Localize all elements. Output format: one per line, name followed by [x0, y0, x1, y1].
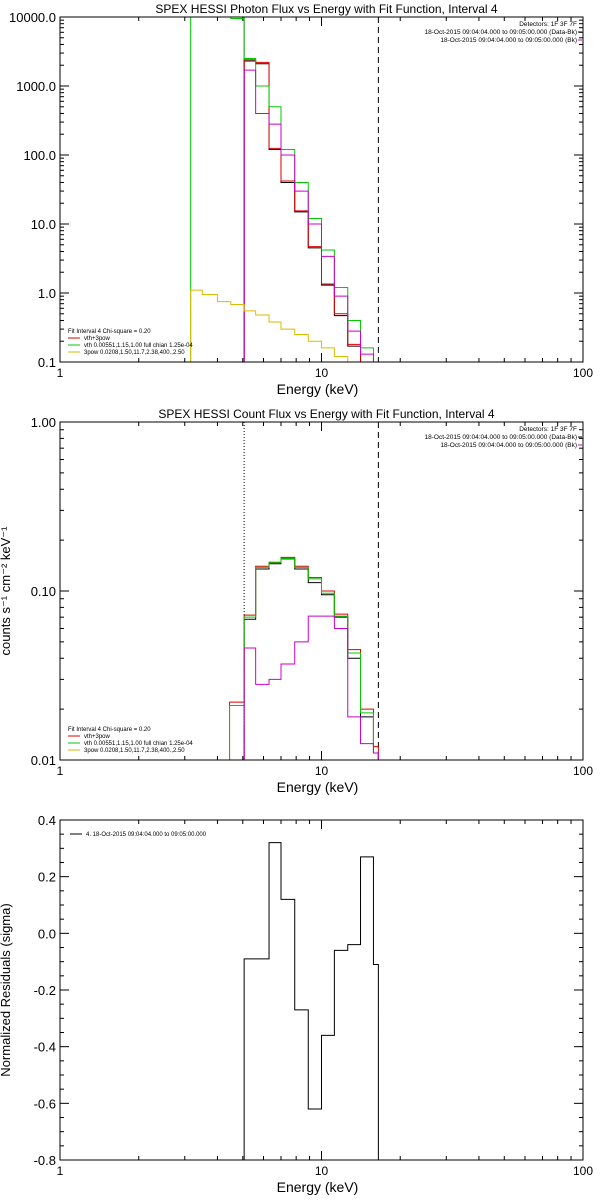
x-tick-label: 100 [573, 366, 593, 380]
y-ticks [60, 19, 583, 363]
plot-area [190, 17, 379, 362]
y-tick-label: -0.6 [34, 1096, 56, 1111]
legend-entry: vth+3pow [84, 336, 111, 342]
y-tick-label: 0.0 [38, 926, 56, 941]
y-tick-label: 10.0 [31, 217, 56, 232]
legend-entry: 4. 18-Oct-2015 09:04:04.000 to 09:05:00.… [86, 832, 207, 838]
plot-frame [59, 819, 584, 1161]
chart-title: SPEX HESSI Photon Flux vs Energy with Fi… [155, 2, 497, 16]
x-tick-label: 10 [315, 366, 329, 380]
x-axis-label: Energy (keV) [277, 1179, 359, 1195]
legend-entry: vth 0.00551,1.15,1.00 full chian 1.25e-0… [84, 741, 193, 747]
legend-entry: vth 0.00551,1.15,1.00 full chian 1.25e-0… [84, 343, 193, 349]
series-data-bk [243, 558, 379, 760]
legend-bottom-left: Fit Interval 4 Chi-square = 0.20vth+3pow… [68, 329, 193, 356]
y-tick-label: -0.2 [34, 983, 56, 998]
series-residuals [243, 842, 379, 1160]
series-bk [243, 69, 374, 362]
y-tick-label: 1.0 [38, 286, 56, 301]
chart-3: 1 10 100 -0.8 -0.6 -0.4 -0.2 0.0 0.2 0.4 Energy (k… [0, 813, 593, 1195]
y-tick-label: 0.1 [38, 355, 56, 370]
series-bk [243, 615, 379, 760]
x-axis-label: Energy (keV) [277, 779, 359, 795]
legend-entry: Detectors: 1F 3F 7F [519, 426, 577, 433]
y-tick-label: -0.8 [34, 1153, 56, 1168]
legend-entry: 18-Oct-2015 09:04:04.000 to 09:05:00.000… [440, 442, 577, 449]
y-tick-label: 0.4 [38, 813, 56, 828]
x-tick-label: 10 [315, 1164, 329, 1178]
y-tick-label: 100.0 [23, 148, 56, 163]
x-tick-label: 100 [573, 764, 593, 778]
legend-entry: vth+3pow [84, 734, 111, 740]
y-tick-label: 1000.0 [16, 79, 56, 94]
chart-2: SPEX HESSI Count Flux vs Energy with Fit… [0, 407, 593, 795]
legend-bottom-left: Fit Interval 4 Chi-square = 0.20vth+3pow… [68, 727, 193, 754]
series-vth [190, 17, 374, 362]
x-tick-label: 1 [57, 366, 64, 380]
y-tick-label: 1.00 [31, 415, 56, 430]
x-axis-label: Energy (keV) [277, 381, 359, 397]
chart-title: SPEX HESSI Count Flux vs Energy with Fit… [158, 407, 494, 421]
legend-top-left: 4. 18-Oct-2015 09:04:04.000 to 09:05:00.… [70, 832, 207, 838]
series-3pow [190, 289, 374, 362]
plot-area [229, 422, 379, 760]
y-tick-label: 0.01 [31, 753, 56, 768]
legend-entry: 3pow 0.0208,1.50,11.7,2.38,400.,2.50 [84, 350, 185, 356]
legend-entry: 18-Oct-2015 09:04:04.000 to 09:05:00.000… [425, 29, 578, 36]
y-tick-label: 10000.0 [9, 10, 56, 25]
series-vth [229, 557, 379, 760]
x-tick-label: 100 [573, 1164, 593, 1178]
series-vth-3pow [243, 59, 362, 362]
y-axis-label: Normalized Residuals (sigma) [0, 903, 13, 1076]
y-tick-label: -0.4 [34, 1040, 56, 1055]
x-tick-label: 1 [57, 764, 64, 778]
plot-area [243, 842, 379, 1160]
legend-entry: Fit Interval 4 Chi-square = 0.20 [68, 329, 151, 335]
plot-frame [59, 16, 584, 363]
y-axis-label: counts s⁻¹ cm⁻² keV⁻¹ [0, 526, 13, 656]
y-tick-label: 0.10 [31, 584, 56, 599]
y-tick-label: 0.2 [38, 870, 56, 885]
legend-entry: 18-Oct-2015 09:04:04.000 to 09:05:00.000… [425, 434, 578, 441]
legend-entry: 3pow 0.0208,1.50,11.7,2.38,400.,2.50 [84, 748, 185, 754]
series-data-bk [243, 60, 362, 362]
legend-entry: Fit Interval 4 Chi-square = 0.20 [68, 727, 151, 733]
x-tick-label: 10 [315, 764, 329, 778]
legend-entry: Detectors: 1F 3F 7F [519, 21, 577, 28]
plot-frame [59, 421, 584, 761]
series-vth-3pow [229, 556, 379, 760]
x-ticks [59, 17, 584, 362]
y-ticks [60, 429, 583, 761]
x-tick-label: 1 [57, 1164, 64, 1178]
legend-entry: 18-Oct-2015 09:04:04.000 to 09:05:00.000… [440, 37, 577, 44]
chart-1: SPEX HESSI Photon Flux vs Energy with Fi… [9, 2, 593, 397]
